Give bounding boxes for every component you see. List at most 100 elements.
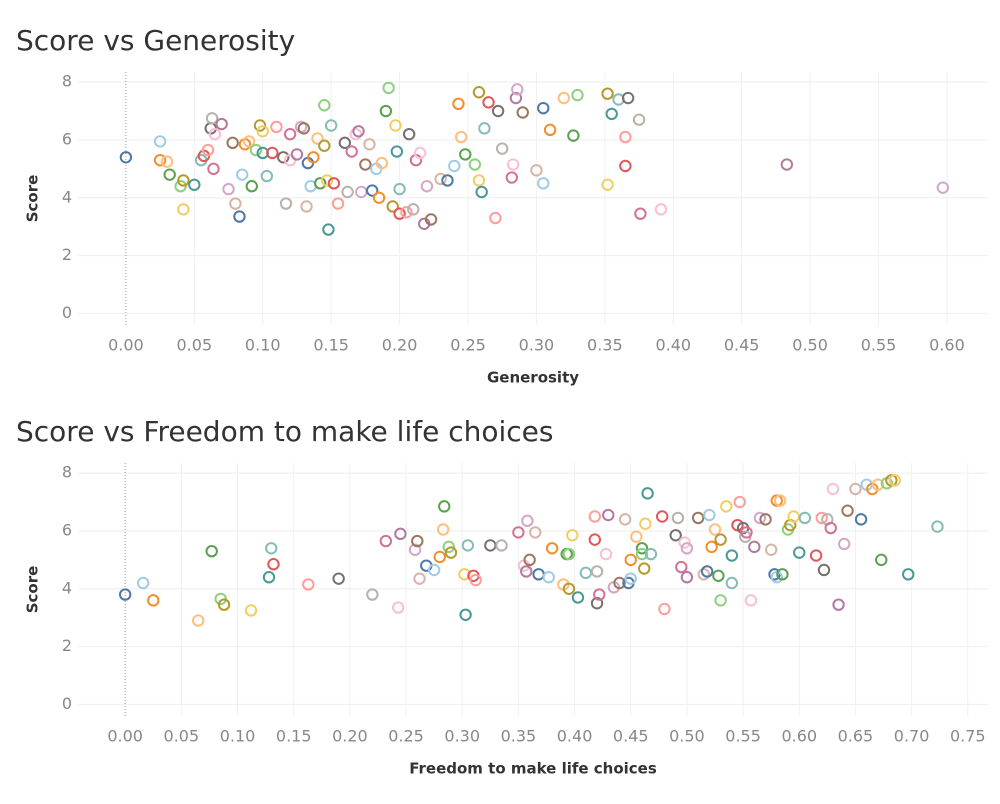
point xyxy=(619,130,632,144)
x-tick-label: 0.60 xyxy=(781,727,817,746)
point xyxy=(712,569,725,582)
point xyxy=(366,588,379,601)
point xyxy=(618,513,632,526)
x-tick-label: 0.25 xyxy=(450,336,486,355)
point xyxy=(557,91,570,105)
point xyxy=(366,184,379,197)
point xyxy=(680,542,694,555)
point xyxy=(936,181,950,194)
point xyxy=(436,523,450,536)
point xyxy=(516,106,529,119)
x-tick-label: 0.60 xyxy=(929,336,965,355)
point xyxy=(571,591,585,604)
point xyxy=(521,514,534,528)
point xyxy=(566,529,579,542)
x-axis-label: Generosity xyxy=(487,369,579,387)
point xyxy=(669,529,682,542)
point xyxy=(635,547,649,561)
point xyxy=(809,549,823,562)
point xyxy=(217,598,231,611)
point xyxy=(537,177,550,190)
point xyxy=(590,565,604,578)
point xyxy=(270,120,283,134)
point xyxy=(277,151,290,164)
point xyxy=(793,546,806,559)
point xyxy=(768,568,781,581)
point xyxy=(314,177,327,190)
x-tick-label: 0.25 xyxy=(388,727,424,746)
y-tick-label: 8 xyxy=(62,72,72,91)
point xyxy=(469,573,482,587)
point xyxy=(265,542,278,555)
x-tick-label: 0.65 xyxy=(838,727,874,746)
point xyxy=(300,200,313,213)
point xyxy=(776,568,789,581)
point xyxy=(318,139,331,152)
point xyxy=(438,500,451,513)
point xyxy=(744,594,758,607)
x-tick-label: 0.70 xyxy=(894,727,930,746)
point xyxy=(506,158,520,171)
point xyxy=(322,223,335,236)
point xyxy=(824,521,837,535)
point xyxy=(641,487,654,500)
point xyxy=(773,494,787,507)
point xyxy=(491,104,505,118)
point xyxy=(740,526,753,539)
point xyxy=(639,517,652,530)
x-tick-label: 0.40 xyxy=(557,727,593,746)
point xyxy=(400,206,413,219)
point xyxy=(290,148,304,161)
point xyxy=(888,474,901,487)
point xyxy=(543,123,557,137)
point xyxy=(147,594,160,607)
point xyxy=(413,146,427,160)
point xyxy=(408,543,422,556)
y-tick-label: 2 xyxy=(62,636,72,655)
point xyxy=(352,125,365,138)
point xyxy=(697,568,710,581)
point xyxy=(266,146,279,160)
x-tick-label: 0.20 xyxy=(332,727,368,746)
point xyxy=(459,608,472,621)
point xyxy=(163,168,176,181)
point xyxy=(468,158,482,171)
x-tick-label: 0.00 xyxy=(107,727,143,746)
point xyxy=(505,171,518,184)
point xyxy=(359,158,372,171)
point xyxy=(590,597,604,610)
point xyxy=(236,168,249,181)
point xyxy=(871,478,885,491)
x-tick-label: 0.15 xyxy=(313,336,349,355)
point xyxy=(229,197,242,210)
point xyxy=(489,211,502,225)
point xyxy=(324,119,338,132)
point xyxy=(355,185,368,199)
point xyxy=(433,550,446,564)
point xyxy=(424,213,438,226)
point xyxy=(394,527,407,541)
point xyxy=(511,83,524,96)
point xyxy=(593,588,606,601)
point xyxy=(411,534,424,548)
point xyxy=(520,565,533,578)
point xyxy=(671,511,685,525)
point xyxy=(205,112,219,125)
point xyxy=(393,182,406,196)
point xyxy=(407,203,420,216)
point xyxy=(509,91,523,105)
point xyxy=(338,136,352,150)
point xyxy=(427,563,441,577)
x-tick-label: 0.45 xyxy=(724,336,760,355)
point xyxy=(714,533,727,546)
point xyxy=(434,172,447,186)
point xyxy=(691,511,705,525)
point xyxy=(759,513,772,526)
point xyxy=(260,169,274,183)
point xyxy=(849,482,862,496)
point xyxy=(733,495,746,509)
x-tick-label: 0.15 xyxy=(276,727,312,746)
point xyxy=(379,104,393,118)
point xyxy=(372,191,386,204)
y-tick-label: 2 xyxy=(62,245,72,264)
